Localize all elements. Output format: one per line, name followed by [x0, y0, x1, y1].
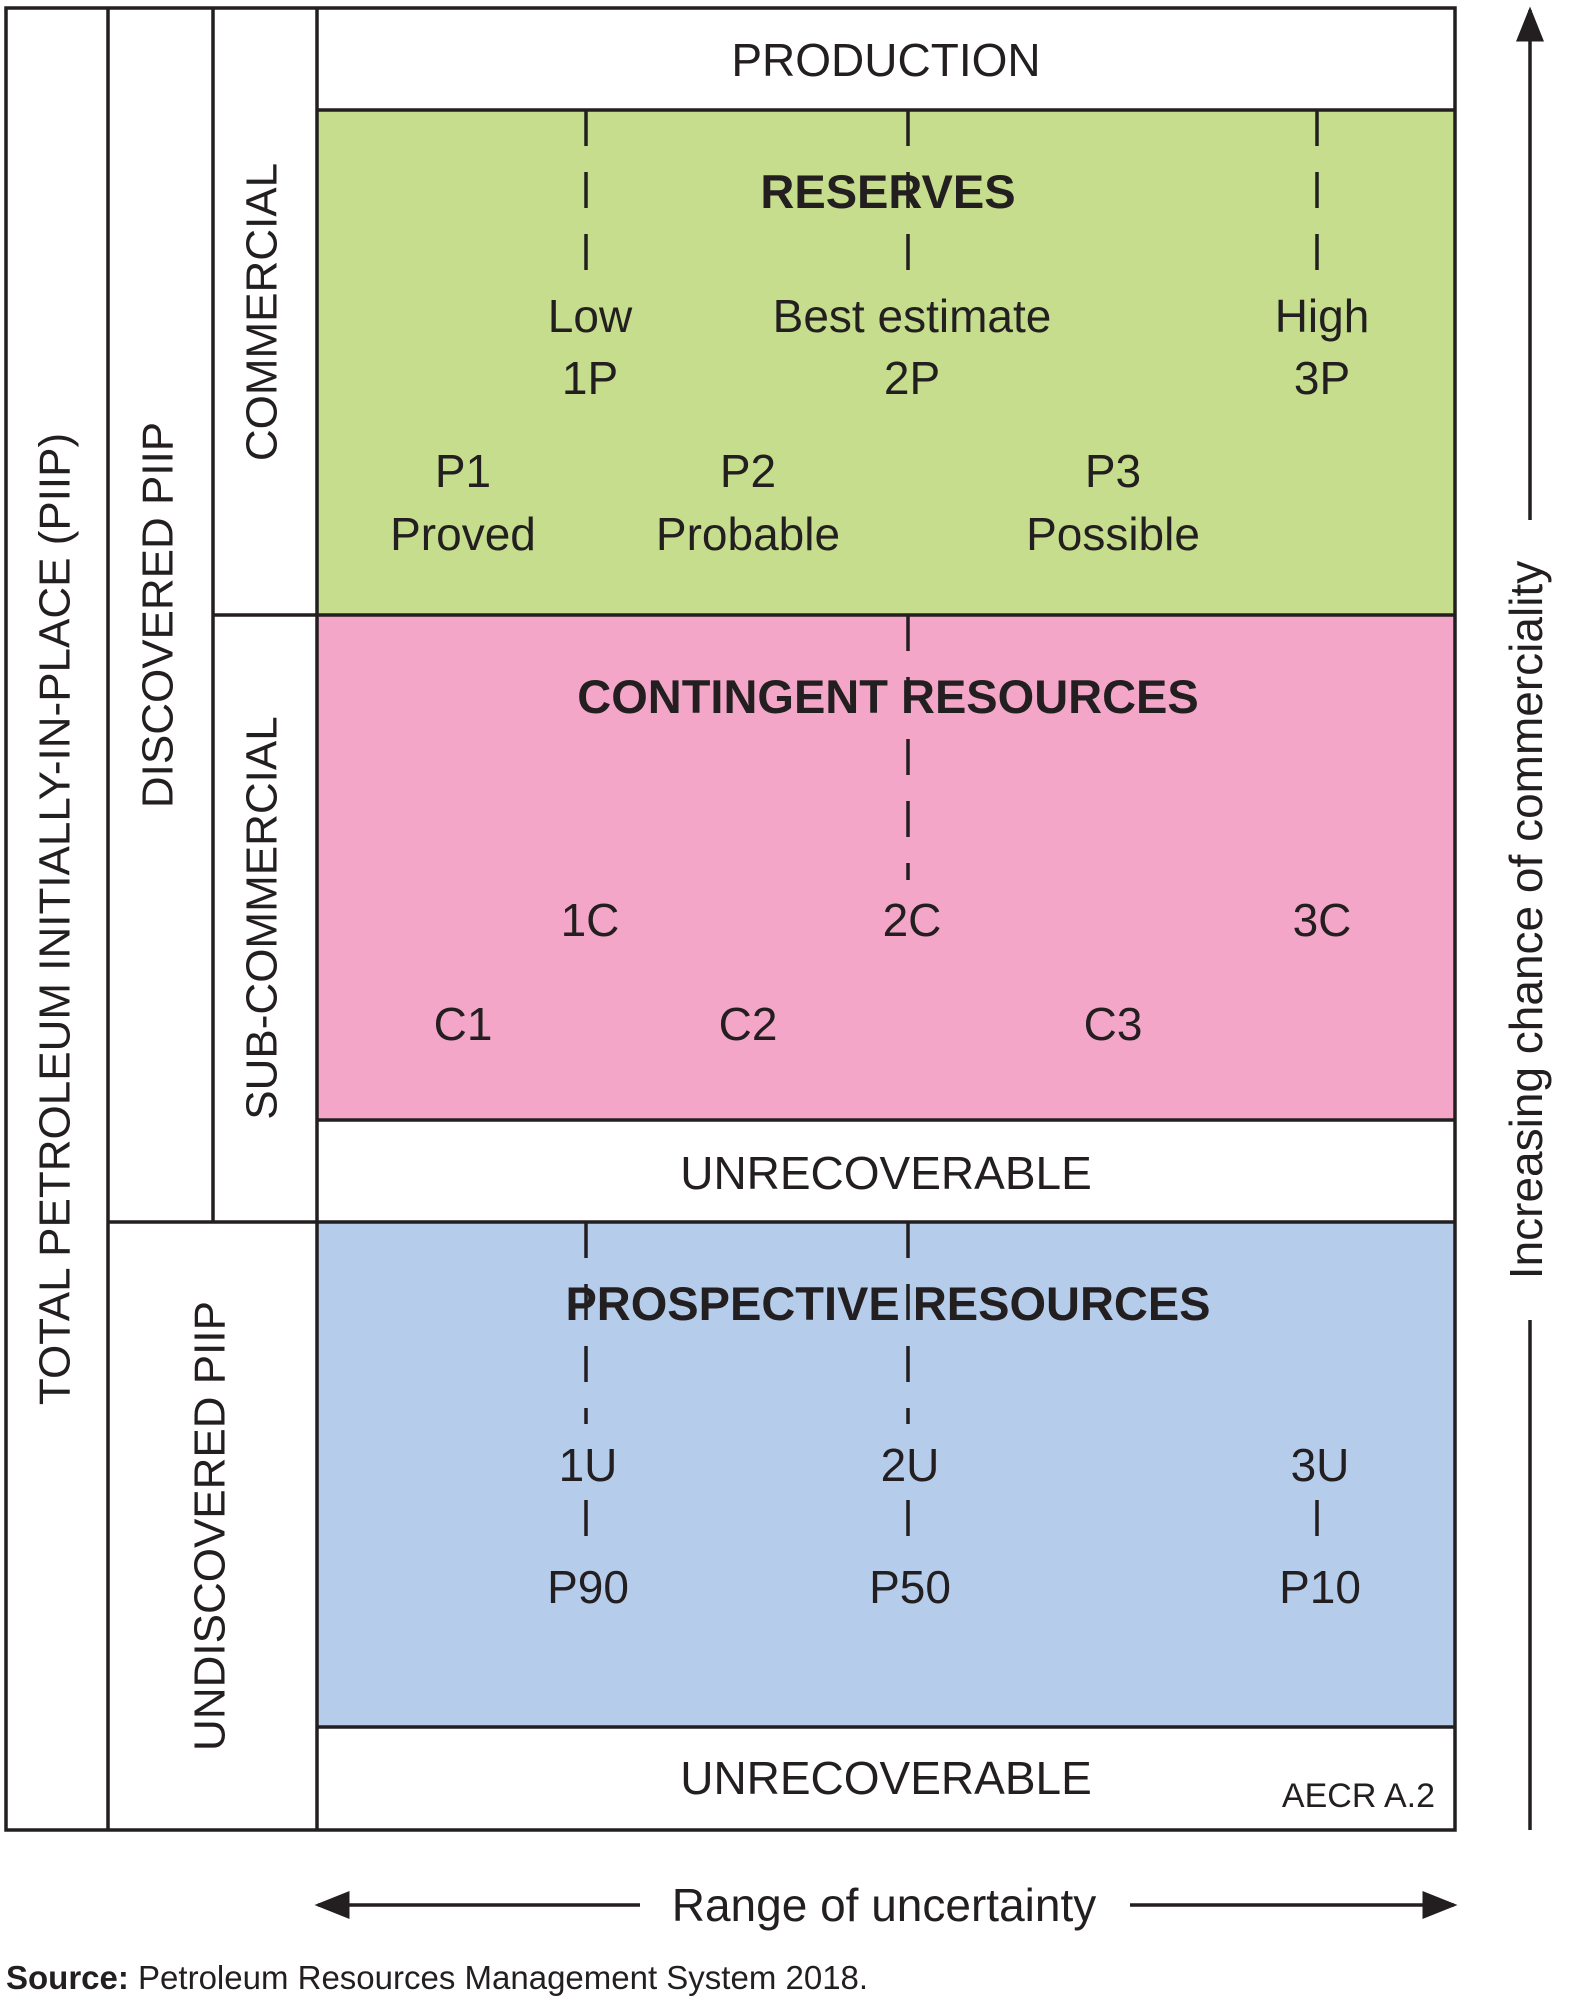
prospective-estimate-3u: 3U — [1291, 1439, 1350, 1491]
frame-lines — [4, 6, 1457, 1832]
reserves-category-p3: P3 — [1085, 445, 1141, 497]
reserves-estimate-2p: 2P — [884, 352, 940, 404]
prospective-estimate-1u: 1U — [559, 1439, 618, 1491]
range-of-uncertainty-label: Range of uncertainty — [672, 1879, 1097, 1931]
prospective-probability-p90: P90 — [547, 1561, 629, 1613]
sub-commercial-label: SUB-COMMERCIAL — [238, 716, 287, 1119]
prospective-title: PROSPECTIVE RESOURCES — [565, 1277, 1210, 1330]
contingent-category-c1: C1 — [434, 998, 493, 1050]
reserves-category-possible: Possible — [1026, 508, 1200, 560]
unrecoverable-discovered-label: UNRECOVERABLE — [680, 1147, 1092, 1199]
source-text: Petroleum Resources Management System 20… — [128, 1959, 869, 1996]
reserves-estimate-1p: 1P — [562, 352, 618, 404]
reserves-category-probable: Probable — [656, 508, 840, 560]
undiscovered-piip-label: UNDISCOVERED PIIP — [186, 1301, 235, 1751]
reserves-category-proved: Proved — [390, 508, 536, 560]
contingent-category-c3: C3 — [1084, 998, 1143, 1050]
unrecoverable-undiscovered-label: UNRECOVERABLE — [680, 1752, 1092, 1804]
reserves-category-p2: P2 — [720, 445, 776, 497]
source-label: Source: — [6, 1959, 129, 1996]
reserves-estimate-low: Low — [548, 290, 633, 342]
contingent-estimate-2c: 2C — [883, 894, 942, 946]
prospective-probability-p50: P50 — [869, 1561, 951, 1613]
reserves-title: RESERVES — [760, 165, 1015, 218]
contingent-estimate-1c: 1C — [561, 894, 620, 946]
contingent-title: CONTINGENT RESOURCES — [577, 670, 1199, 723]
contingent-estimate-3c: 3C — [1293, 894, 1352, 946]
dashed-separators — [584, 110, 1319, 1536]
reserves-category-p1: P1 — [435, 445, 491, 497]
prospective-estimate-2u: 2U — [881, 1439, 940, 1491]
reserves-estimate-best: Best estimate — [773, 290, 1052, 342]
source-note: Source: Petroleum Resources Management S… — [6, 1958, 868, 1998]
total-piip-label: TOTAL PETROLEUM INITIALLY-IN-PLACE (PIIP… — [31, 433, 80, 1405]
reserves-estimate-3p: 3P — [1294, 352, 1350, 404]
discovered-piip-label: DISCOVERED PIIP — [134, 422, 183, 808]
increasing-commerciality-label: Increasing chance of commerciality — [1500, 561, 1552, 1279]
contingent-region — [317, 615, 1455, 1120]
reserves-region — [317, 110, 1455, 615]
prospective-probability-p10: P10 — [1279, 1561, 1361, 1613]
figure-code: AECR A.2 — [1282, 1777, 1435, 1815]
production-label: PRODUCTION — [731, 34, 1040, 86]
prospective-region — [317, 1222, 1455, 1727]
commercial-label: COMMERCIAL — [238, 163, 287, 461]
contingent-category-c2: C2 — [719, 998, 778, 1050]
reserves-estimate-high: High — [1275, 290, 1370, 342]
